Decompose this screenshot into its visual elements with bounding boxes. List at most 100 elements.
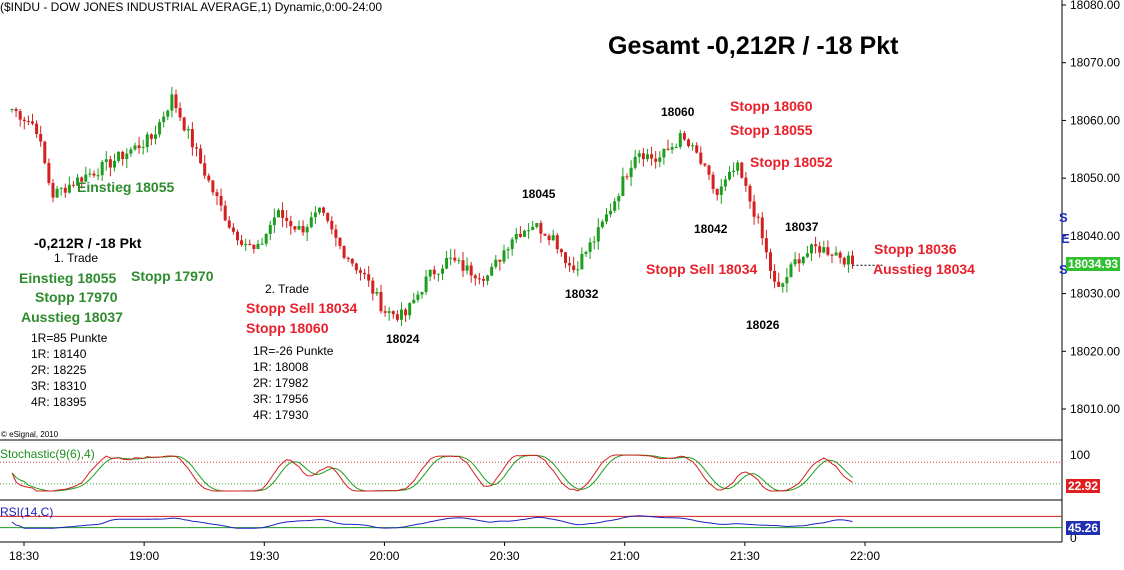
copyright-label: © eSignal, 2010 [1, 430, 59, 439]
candle-body-162 [674, 146, 678, 148]
candle-body-197 [818, 246, 822, 253]
candle-body-153 [637, 153, 641, 157]
candle-body-89 [375, 292, 379, 294]
trade1-r2: 2R: 18225 [31, 363, 87, 377]
candle-body-117 [490, 266, 494, 276]
candle-body-43 [186, 129, 190, 131]
edge-letter-e: E [1061, 231, 1070, 246]
stochastic-title: Stochastic(9(6),4) [0, 447, 95, 461]
candle-body-171 [711, 174, 715, 189]
candle-body-185 [768, 252, 772, 271]
candle-body-164 [682, 133, 686, 140]
candle-body-1 [14, 109, 18, 112]
edge-letter-s2: S [1059, 262, 1068, 277]
candle-body-97 [408, 303, 412, 316]
candle-body-109 [457, 260, 461, 262]
candle-body-4 [26, 120, 30, 122]
candle-body-82 [346, 257, 350, 260]
candle-body-122 [510, 239, 514, 250]
candle-body-10 [51, 182, 55, 198]
price-tick-label-5: 18060.00 [1070, 113, 1120, 127]
candle-body-72 [305, 227, 309, 233]
candle-body-176 [732, 170, 736, 172]
candle-body-200 [830, 254, 834, 256]
candle-body-11 [55, 188, 59, 198]
candle-body-188 [781, 283, 785, 287]
candle-body-99 [416, 294, 420, 300]
candle-body-53 [227, 220, 231, 228]
stopp-18060-label: Stopp 18060 [730, 98, 813, 114]
candle-body-194 [805, 253, 809, 257]
candle-body-36 [158, 122, 162, 135]
candle-body-127 [531, 226, 535, 231]
trade2-r4: 4R: 17930 [253, 408, 309, 422]
candle-body-149 [621, 176, 625, 197]
trade2-r0: 1R=-26 Punkte [253, 344, 334, 358]
time-tick-label-4: 20:30 [490, 549, 520, 563]
candle-body-139 [580, 253, 584, 270]
candle-body-160 [666, 148, 670, 150]
candle-body-125 [522, 230, 526, 237]
candle-body-52 [223, 205, 227, 221]
candle-body-148 [617, 196, 621, 202]
candle-body-91 [383, 311, 387, 313]
candle-body-181 [752, 201, 756, 217]
candle-body-0 [10, 109, 14, 111]
candle-body-16 [76, 177, 80, 186]
candle-body-173 [719, 186, 723, 195]
candle-body-156 [650, 154, 654, 159]
candle-body-172 [715, 188, 719, 195]
candle-body-190 [789, 264, 793, 278]
candle-body-108 [453, 257, 457, 261]
candle-body-6 [35, 123, 39, 135]
candle-body-38 [166, 110, 170, 117]
candle-body-131 [547, 235, 551, 241]
candle-body-116 [486, 275, 490, 281]
candle-body-47 [203, 163, 207, 176]
candle-body-62 [264, 233, 268, 244]
candle-body-186 [773, 270, 777, 282]
einstieg-chart-label: Einstieg 18055 [77, 179, 175, 195]
candle-body-159 [662, 148, 666, 158]
candle-body-114 [477, 278, 481, 280]
candle-body-27 [121, 151, 125, 160]
stopp-sell-18034-label: Stopp Sell 18034 [646, 261, 758, 277]
candle-body-180 [748, 185, 752, 202]
candle-body-174 [723, 179, 727, 187]
candle-body-68 [289, 221, 293, 227]
trade1-r1: 1R: 18140 [31, 347, 87, 361]
candle-body-28 [125, 153, 129, 160]
candle-body-70 [297, 226, 301, 230]
stochastic-value-badge: 22.92 [1066, 479, 1101, 493]
trade2-r2: 2R: 17982 [253, 376, 309, 390]
candle-body-184 [764, 238, 768, 253]
candle-body-157 [654, 158, 658, 162]
price-tick-label-4: 18050.00 [1070, 171, 1120, 185]
rsi-value-badge: 45.26 [1066, 521, 1101, 535]
candle-body-203 [842, 257, 846, 265]
price-label-18037: 18037 [785, 220, 819, 234]
rsi-title: RSI(14,C) [0, 505, 54, 519]
candle-body-65 [276, 210, 280, 218]
time-tick-label-3: 20:00 [369, 549, 399, 563]
candle-body-119 [498, 259, 502, 262]
price-tick-label-3: 18040.00 [1070, 229, 1120, 243]
candle-body-83 [350, 259, 354, 264]
price-label-18032: 18032 [565, 287, 599, 301]
price-tick-label-6: 18070.00 [1070, 56, 1120, 70]
edge-letter-s1: S [1059, 210, 1068, 225]
candle-body-175 [727, 171, 731, 180]
candle-body-12 [59, 187, 63, 189]
trade1-stopp-right: Stopp 17970 [131, 268, 214, 284]
candlesticks [10, 86, 883, 327]
candle-body-57 [244, 244, 248, 246]
candle-body-102 [428, 269, 432, 277]
candle-body-59 [252, 244, 256, 250]
candle-body-115 [481, 278, 485, 281]
candle-body-76 [322, 207, 326, 213]
candle-body-61 [260, 243, 264, 245]
candle-body-98 [412, 299, 416, 304]
candle-body-51 [219, 196, 223, 206]
candle-body-124 [518, 233, 522, 237]
